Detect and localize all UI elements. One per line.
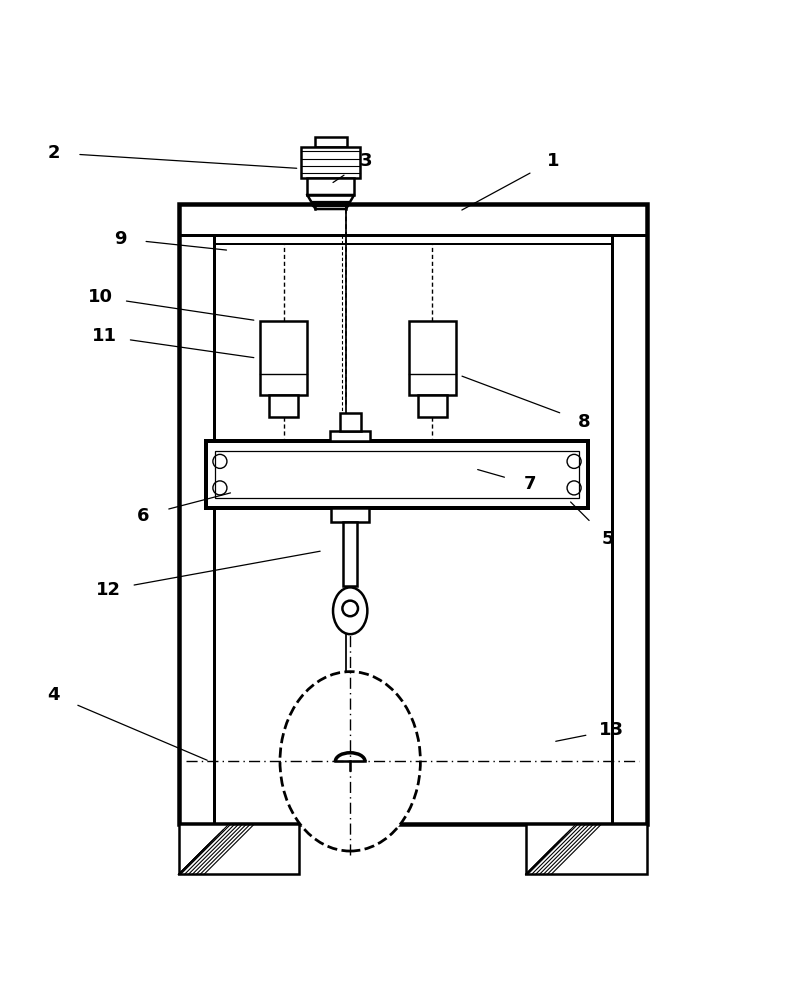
Bar [330, 431, 371, 441]
Bar [340, 413, 360, 431]
Bar [418, 395, 446, 417]
Text: 12: 12 [96, 581, 121, 599]
Text: 1: 1 [547, 152, 559, 170]
Bar [526, 824, 646, 874]
Bar [260, 321, 307, 395]
Text: 8: 8 [578, 413, 591, 431]
Text: 3: 3 [360, 152, 372, 170]
Bar [307, 178, 354, 195]
Bar [179, 204, 646, 824]
Text: 11: 11 [92, 327, 117, 345]
Text: 10: 10 [88, 288, 113, 306]
Text: 9: 9 [114, 230, 126, 248]
Bar [314, 137, 347, 147]
Text: 2: 2 [48, 144, 60, 162]
Bar [179, 824, 299, 874]
Ellipse shape [333, 587, 368, 634]
Bar [409, 321, 456, 395]
Text: 13: 13 [599, 721, 624, 739]
Bar [331, 508, 369, 522]
Bar [206, 441, 588, 508]
Ellipse shape [280, 672, 420, 851]
Text: 5: 5 [601, 530, 614, 548]
Text: 4: 4 [48, 686, 60, 704]
Bar [302, 147, 360, 178]
Bar [269, 395, 299, 417]
Circle shape [342, 601, 358, 616]
Bar [215, 451, 579, 498]
Text: 7: 7 [523, 475, 536, 493]
Text: 6: 6 [137, 507, 150, 525]
Bar [343, 522, 357, 586]
